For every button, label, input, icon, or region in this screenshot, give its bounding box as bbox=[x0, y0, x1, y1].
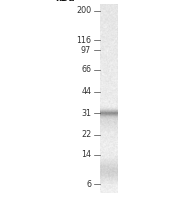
Text: 66: 66 bbox=[81, 65, 91, 74]
Text: kDa: kDa bbox=[55, 0, 75, 3]
Text: 97: 97 bbox=[81, 46, 91, 55]
Text: 200: 200 bbox=[76, 6, 91, 15]
Text: 14: 14 bbox=[81, 150, 91, 159]
Text: 22: 22 bbox=[81, 130, 91, 139]
Text: 116: 116 bbox=[76, 36, 91, 45]
Text: 31: 31 bbox=[81, 109, 91, 118]
Text: 44: 44 bbox=[81, 87, 91, 96]
Text: 6: 6 bbox=[86, 180, 91, 189]
